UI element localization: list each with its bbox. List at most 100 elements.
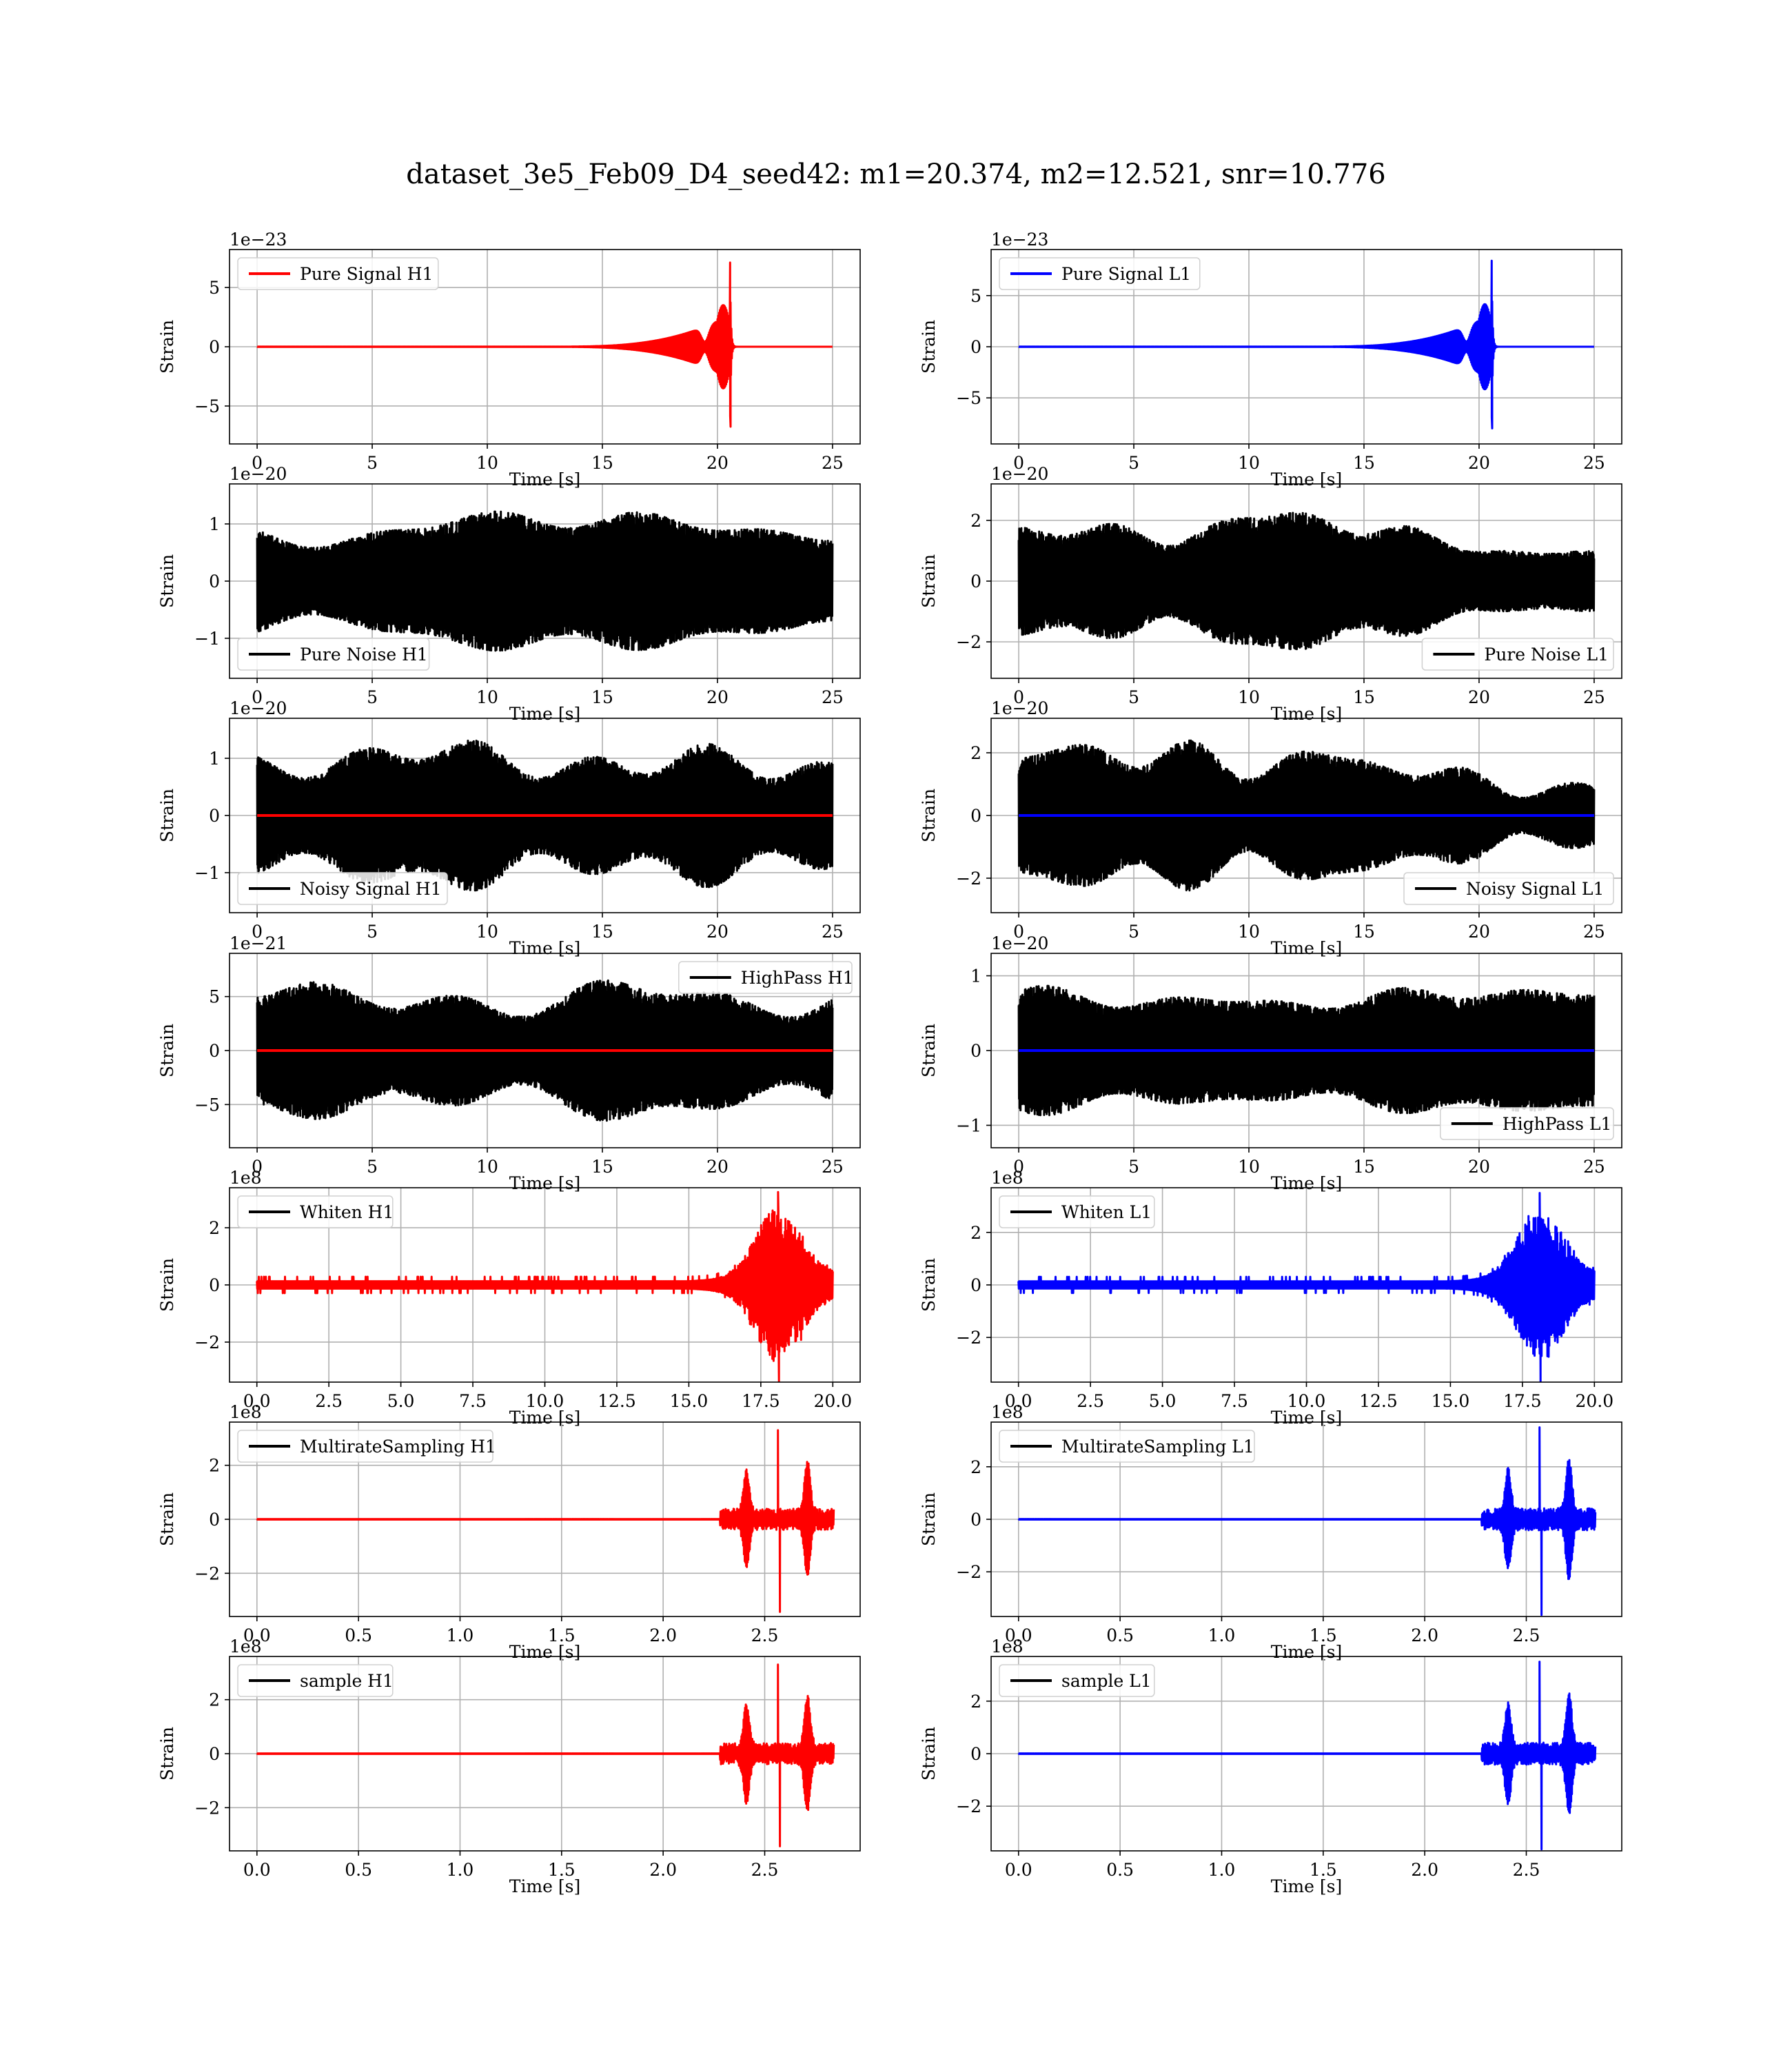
- legend-label: sample H1: [300, 1671, 394, 1691]
- legend: MultirateSampling H1: [237, 1430, 496, 1463]
- y-tick-label: 2: [970, 1223, 981, 1243]
- series-line-0: [256, 510, 834, 652]
- x-tick-label: 15: [591, 1157, 613, 1177]
- legend: Whiten H1: [237, 1195, 394, 1228]
- x-tick-label: 5: [367, 1157, 378, 1177]
- chart-multirate_h1: 0.0 0.5 1.0 1.5 2.0 2.5 −2 0 2 Time [s] Strain 1e8 M…: [157, 1402, 861, 1662]
- x-tick-label: 0.0: [1005, 1860, 1032, 1880]
- y-tick-label: −1: [194, 629, 220, 649]
- x-tick-label: 7.5: [1221, 1391, 1248, 1411]
- y-tick-label: 0: [209, 1041, 220, 1061]
- legend: Pure Noise H1: [237, 638, 430, 671]
- x-tick-label: 0.5: [1106, 1860, 1134, 1880]
- y-axis-label: Strain: [919, 1727, 939, 1781]
- y-tick-label: −1: [956, 1115, 981, 1135]
- series-line-0: [1017, 511, 1596, 651]
- y-tick-label: 1: [970, 966, 981, 986]
- x-tick-label: 10: [1238, 687, 1260, 707]
- y-tick-label: −2: [956, 1562, 981, 1582]
- x-tick-label: 0.5: [345, 1625, 372, 1645]
- chart-multirate_l1: 0.0 0.5 1.0 1.5 2.0 2.5 −2 0 2 Time [s] Strain 1e8 M…: [919, 1402, 1622, 1662]
- offset-text: 1e8: [991, 1168, 1024, 1188]
- y-tick-label: −5: [194, 396, 220, 416]
- legend-label: Pure Signal H1: [300, 264, 433, 284]
- x-tick-label: 0: [252, 687, 263, 707]
- y-axis-label: Strain: [919, 1258, 939, 1312]
- x-tick-label: 25: [1583, 922, 1605, 942]
- chart-whiten_l1: 0.0 2.5 5.0 7.5 10.0 12.5 15.0 17.5 20.0 −2 0 2 Time…: [919, 1168, 1622, 1428]
- x-tick-label: 0: [1013, 922, 1024, 942]
- x-tick-label: 20: [1468, 922, 1490, 942]
- chart-noisy_signal_l1: 0 5 10 15 20 25 −2 0 2 Time [s] Strain 1e−20 Noisy S…: [919, 698, 1622, 958]
- offset-text: 1e−20: [991, 933, 1048, 953]
- legend-box: [237, 638, 430, 671]
- x-tick-label: 17.5: [742, 1391, 780, 1411]
- x-tick-label: 15: [1353, 453, 1375, 473]
- x-tick-label: 15: [591, 453, 613, 473]
- x-tick-label: 25: [1583, 1157, 1605, 1177]
- x-tick-label: 2.5: [1513, 1625, 1540, 1645]
- x-tick-label: 15: [1353, 1157, 1375, 1177]
- series-line-0: [1017, 984, 1596, 1117]
- x-tick-label: 12.5: [598, 1391, 636, 1411]
- series-line-0: [1017, 1192, 1596, 1382]
- x-tick-label: 15.0: [670, 1391, 709, 1411]
- offset-text: 1e−21: [230, 933, 287, 953]
- chart-highpass_h1: 0 5 10 15 20 25 −5 0 5 Time [s] Strain 1e−21 HighPas…: [157, 933, 861, 1193]
- legend: Whiten L1: [999, 1195, 1155, 1228]
- chart-sample_h1: 0.0 0.5 1.0 1.5 2.0 2.5 −2 0 2 Time [s] Strain 1e8 s…: [157, 1636, 861, 1896]
- x-tick-label: 0.0: [243, 1391, 271, 1411]
- x-tick-label: 5.0: [387, 1391, 415, 1411]
- series-line-0: [256, 1429, 835, 1613]
- x-tick-label: 2.5: [1513, 1860, 1540, 1880]
- legend-box: [999, 1195, 1155, 1228]
- x-tick-label: 2.5: [751, 1625, 779, 1645]
- legend-label: Whiten H1: [300, 1202, 394, 1222]
- offset-text: 1e8: [230, 1636, 262, 1656]
- y-tick-label: 0: [209, 806, 220, 826]
- series-line-0: [1018, 259, 1595, 429]
- x-tick-label: 20: [1468, 453, 1490, 473]
- y-tick-label: −5: [194, 1095, 220, 1115]
- legend-label: Noisy Signal L1: [1466, 879, 1604, 899]
- x-axis-label: Time [s]: [509, 469, 580, 489]
- x-axis-label: Time [s]: [509, 938, 580, 958]
- y-axis-label: Strain: [157, 320, 177, 374]
- x-tick-label: 0.0: [1005, 1391, 1032, 1411]
- x-tick-label: 1.0: [1208, 1860, 1236, 1880]
- x-tick-label: 20: [706, 922, 729, 942]
- series-line-0: [256, 740, 834, 892]
- legend: sample L1: [999, 1664, 1155, 1697]
- y-tick-label: 0: [970, 1041, 981, 1061]
- legend-label: Noisy Signal H1: [300, 879, 442, 899]
- legend-box: [1421, 638, 1614, 671]
- x-tick-label: 25: [822, 922, 844, 942]
- offset-text: 1e−20: [230, 698, 287, 718]
- x-tick-label: 25: [1583, 687, 1605, 707]
- y-axis-label: Strain: [919, 1492, 939, 1546]
- legend-box: [999, 1430, 1255, 1463]
- chart-sample_l1: 0.0 0.5 1.0 1.5 2.0 2.5 −2 0 2 Time [s] Strain 1e8 s…: [919, 1636, 1622, 1896]
- y-axis-label: Strain: [157, 1727, 177, 1781]
- x-tick-label: 2.5: [751, 1860, 779, 1880]
- y-tick-label: 2: [970, 743, 981, 763]
- offset-text: 1e8: [991, 1402, 1024, 1422]
- x-tick-label: 1.5: [1310, 1860, 1337, 1880]
- y-tick-label: −2: [956, 632, 981, 652]
- y-tick-label: 5: [209, 278, 220, 298]
- y-axis-label: Strain: [157, 1024, 177, 1077]
- y-tick-label: −2: [956, 1328, 981, 1348]
- x-tick-label: 2.0: [649, 1625, 677, 1645]
- x-tick-label: 2.0: [1411, 1860, 1438, 1880]
- series-line-0: [256, 979, 834, 1122]
- x-axis-label: Time [s]: [1271, 1876, 1342, 1896]
- y-tick-label: 2: [970, 511, 981, 531]
- offset-text: 1e−20: [230, 464, 287, 484]
- x-axis-label: Time [s]: [1271, 469, 1342, 489]
- x-tick-label: 2.0: [1411, 1625, 1438, 1645]
- y-tick-label: 0: [209, 337, 220, 357]
- legend-box: [1403, 872, 1614, 905]
- legend-label: MultirateSampling H1: [300, 1437, 496, 1457]
- series-line-0: [256, 1190, 834, 1382]
- x-tick-label: 20.0: [813, 1391, 852, 1411]
